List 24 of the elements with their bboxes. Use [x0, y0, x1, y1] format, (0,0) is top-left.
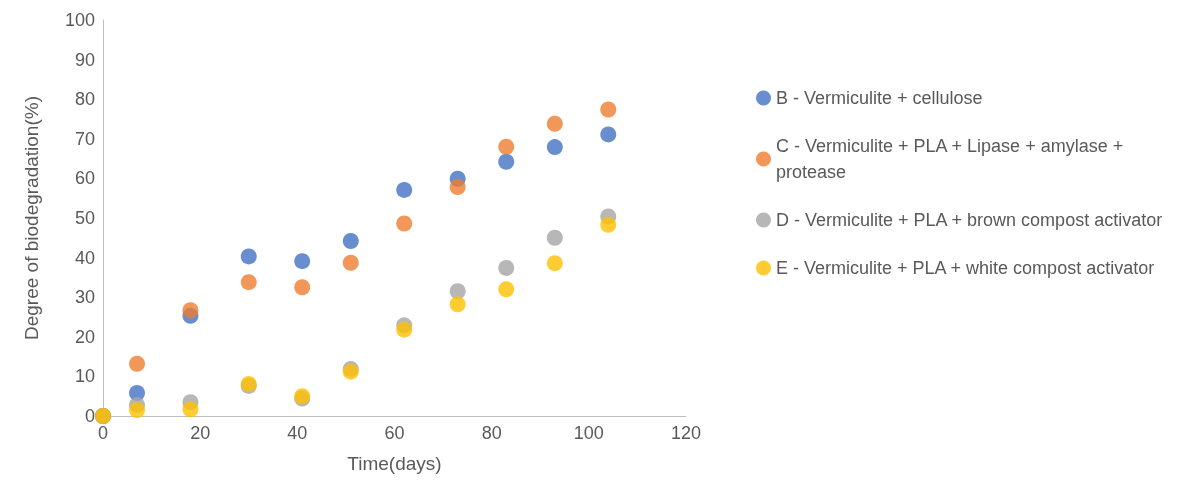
x-tick-label: 60: [384, 423, 405, 443]
legend-label: C - Vermiculite + PLA + Lipase + amylase + protease: [776, 136, 1129, 182]
x-tick-label: 100: [573, 423, 604, 443]
x-tick-label: 0: [97, 423, 109, 443]
x-tick-label: 120: [670, 423, 702, 443]
x-tick-label: 20: [190, 423, 211, 443]
y-tick-label: 40: [74, 247, 95, 268]
legend-label: B - Vermiculite + cellulose: [776, 88, 983, 108]
x-tick-label: 40: [287, 423, 308, 443]
y-tick-label: 60: [74, 168, 95, 189]
legend-label: D - Vermiculite + PLA + brown compost activator: [776, 210, 1163, 230]
y-tick-label: 50: [74, 208, 95, 228]
x-tick-label: 80: [481, 423, 502, 443]
y-tick-label: 30: [74, 287, 95, 308]
y-tick-label: 80: [74, 89, 95, 110]
y-tick-label: 10: [74, 366, 95, 387]
y-tick-label: 100: [64, 10, 95, 30]
y-axis-title: Degree of biodegradation(%): [21, 96, 42, 340]
y-tick-label: 0: [84, 406, 95, 426]
y-tick-label: 20: [74, 326, 95, 347]
legend-label: E - Vermiculite + PLA + white compost activator: [776, 258, 1155, 278]
x-axis-title: Time(days): [347, 453, 442, 474]
y-tick-label: 70: [74, 128, 95, 149]
y-tick-label: 90: [74, 49, 95, 70]
